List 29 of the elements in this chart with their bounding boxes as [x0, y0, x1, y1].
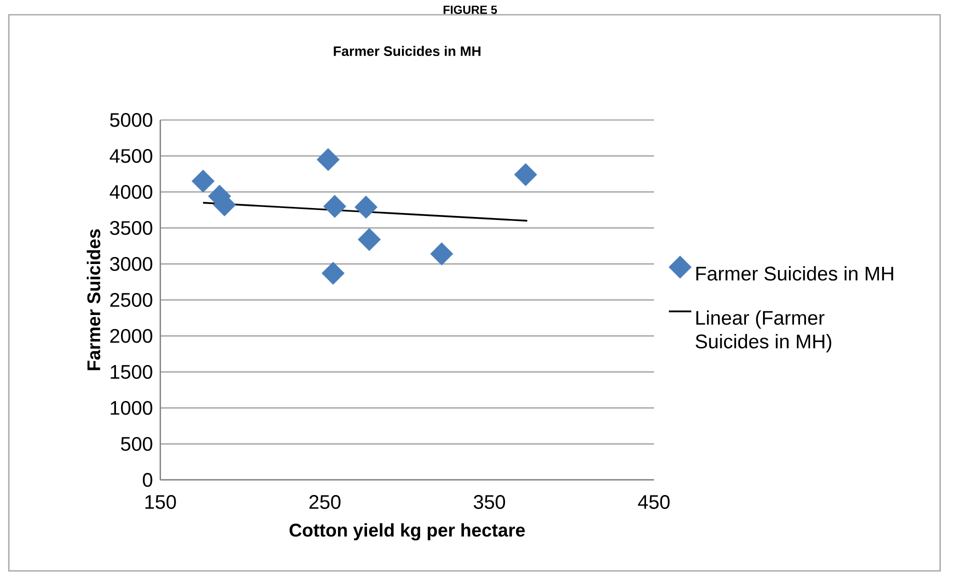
y-tick-label: 4000	[110, 185, 152, 200]
caption: FIGURE 5	[444, 6, 497, 14]
point	[323, 195, 346, 218]
legend-label: Farmer Suicides in MH	[696, 266, 894, 281]
point	[322, 262, 344, 285]
point	[354, 196, 378, 219]
y-tick-label: 1000	[110, 401, 152, 416]
chart-title: Farmer Suicides in MH	[334, 46, 480, 56]
x-tick-label: 350	[474, 495, 506, 510]
x-tick-label: 150	[145, 495, 176, 510]
y-axis-title: Farmer Suicides	[86, 230, 100, 370]
y-tick-label: 2000	[110, 329, 152, 344]
point	[192, 170, 214, 193]
y-tick-label: 1500	[110, 365, 152, 380]
point	[358, 228, 381, 252]
y-tick-label: 3500	[110, 221, 152, 236]
x-axis-title: Cotton yield kg per hectare	[290, 523, 525, 541]
point	[430, 242, 454, 266]
y-tick-label: 500	[121, 437, 152, 452]
y-tick-label: 3000	[110, 257, 152, 272]
point	[514, 164, 538, 186]
y-tick-label: 4500	[110, 149, 152, 164]
x-tick-label: 250	[309, 495, 340, 510]
y-tick-label: 5000	[110, 113, 152, 128]
y-tick-label: 0	[142, 473, 152, 488]
y-tick-label: 2500	[110, 293, 152, 308]
point	[316, 148, 340, 172]
x-tick-label: 450	[638, 495, 670, 510]
legend-label: Linear (Farmer Suicides in MH)	[696, 310, 832, 353]
